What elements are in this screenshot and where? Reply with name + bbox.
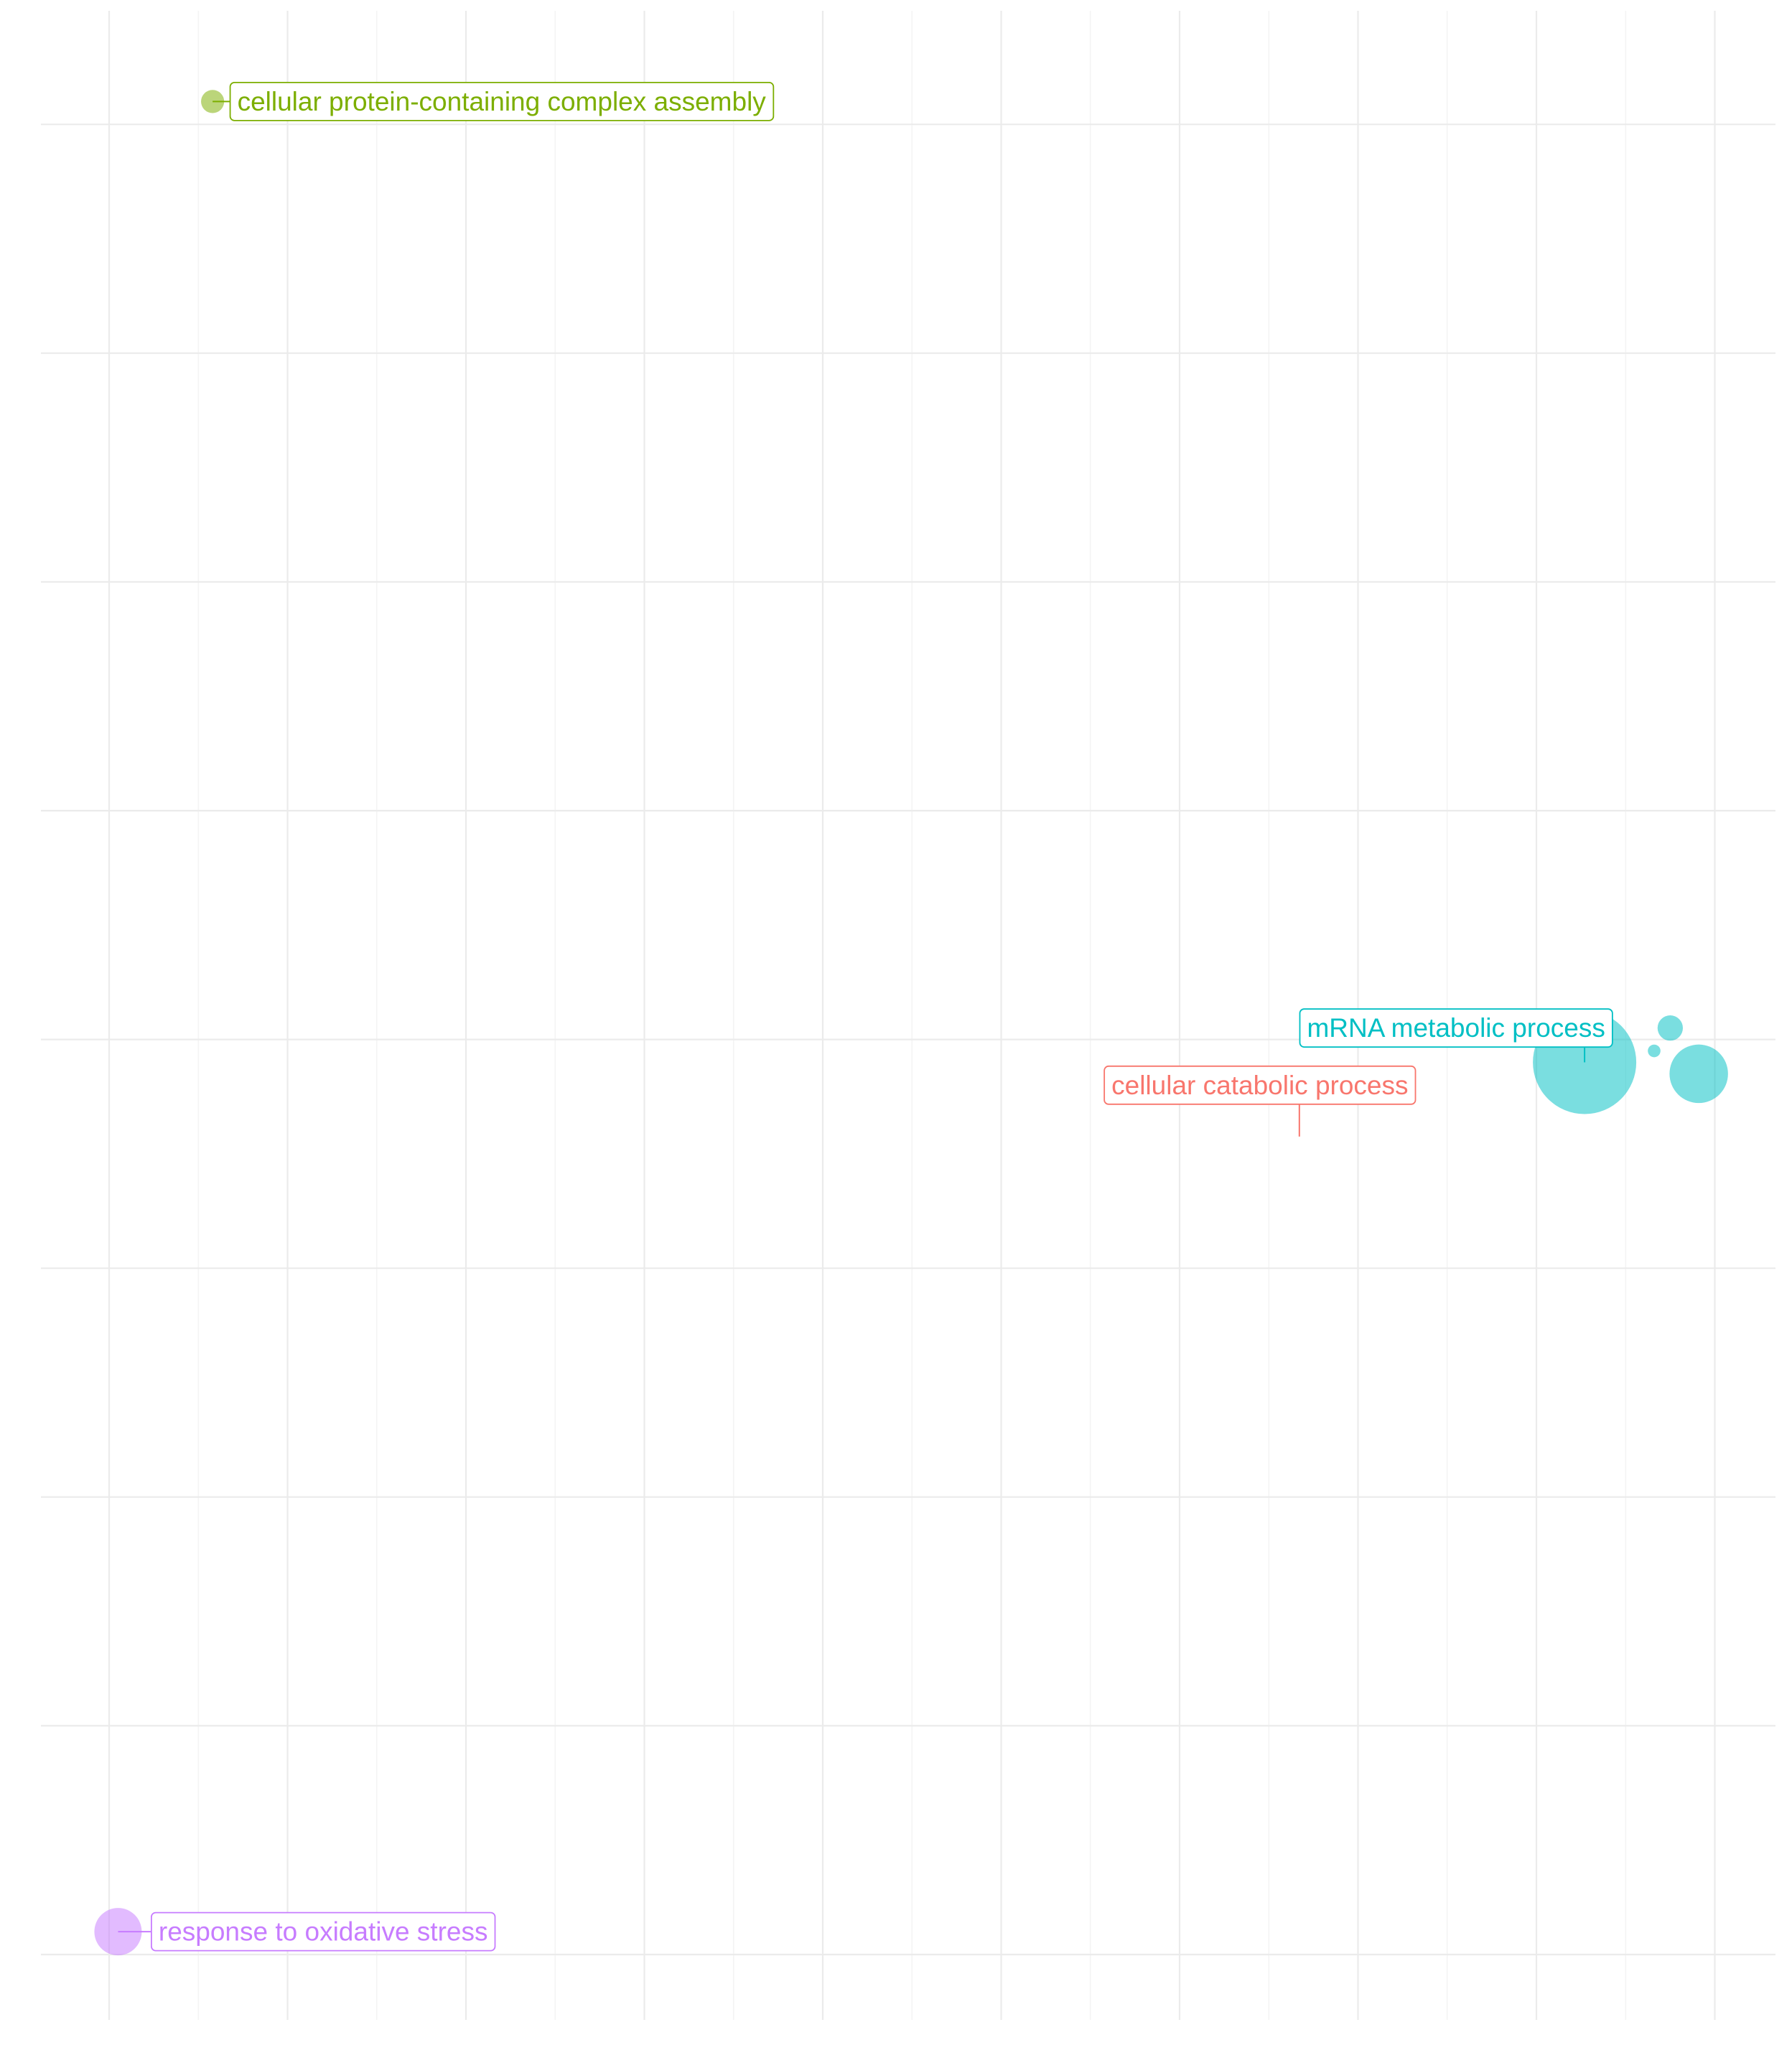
scatter-point [94, 1908, 142, 1956]
scatter-point [1657, 1015, 1684, 1041]
label-group: cellular catabolic process [1103, 1065, 1417, 1137]
scatter-point [1648, 1044, 1661, 1058]
label-group: response to oxidative stress [118, 1911, 496, 1952]
point-label: cellular protein-containing complex asse… [238, 87, 767, 116]
point-labels: cellular protein-containing complex asse… [118, 81, 1613, 1952]
grid [41, 11, 1775, 2020]
label-group: mRNA metabolic process [1299, 1008, 1613, 1063]
scatter-point [1669, 1044, 1728, 1104]
label-group: cellular protein-containing complex asse… [213, 81, 775, 121]
point-label: mRNA metabolic process [1307, 1013, 1605, 1043]
point-label: response to oxidative stress [159, 1917, 488, 1947]
point-label: cellular catabolic process [1111, 1071, 1408, 1100]
label-box [1299, 1008, 1613, 1048]
label-box [1103, 1065, 1417, 1105]
